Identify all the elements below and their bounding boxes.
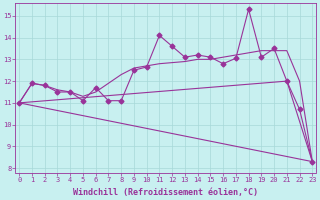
X-axis label: Windchill (Refroidissement éolien,°C): Windchill (Refroidissement éolien,°C)	[73, 188, 258, 197]
